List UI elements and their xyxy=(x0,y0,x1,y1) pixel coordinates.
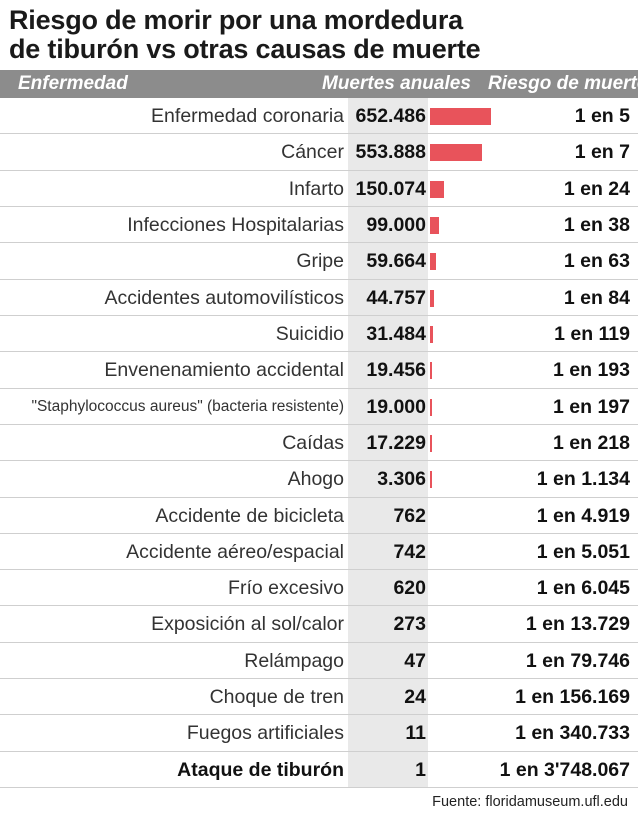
risk-label: 1 en 197 xyxy=(553,395,630,418)
risk-label: 1 en 156.169 xyxy=(515,686,630,709)
table-row: Cáncer 553.888 1 en 7 xyxy=(0,134,638,171)
table-row: Gripe 59.664 1 en 63 xyxy=(0,243,638,280)
chart-title-line-2: de tiburón vs otras causas de muerte xyxy=(9,34,481,64)
deaths-bar xyxy=(430,108,491,125)
values-column-shade xyxy=(348,98,428,788)
category-label: Exposición al sol/calor xyxy=(151,613,344,636)
table-row: Accidente aéreo/espacial 742 1 en 5.051 xyxy=(0,534,638,571)
deaths-value-label: 99.000 xyxy=(366,213,426,236)
deaths-bar xyxy=(430,398,432,416)
category-label: "Staphylococcus aureus" (bacteria resist… xyxy=(31,397,344,415)
table-row: Accidente de bicicleta 762 1 en 4.919 xyxy=(0,498,638,534)
risk-label: 1 en 5.051 xyxy=(536,540,630,563)
deaths-value-label: 273 xyxy=(393,613,426,636)
table-row: Choque de tren 24 1 en 156.169 xyxy=(0,679,638,716)
deaths-bar xyxy=(430,434,432,452)
deaths-bar xyxy=(430,144,482,162)
risk-label: 1 en 7 xyxy=(574,141,630,164)
category-label: Envenenamiento accidental xyxy=(104,359,344,382)
deaths-bar xyxy=(430,289,435,307)
table-row: Infarto 150.074 1 en 24 xyxy=(0,171,638,207)
category-label: Cáncer xyxy=(281,141,344,164)
deaths-bar xyxy=(430,325,433,343)
table-row: Accidentes automovilísticos 44.757 1 en 84 xyxy=(0,280,638,316)
risk-label: 1 en 4.919 xyxy=(536,504,630,527)
table-row: Fuegos artificiales 11 1 en 340.733 xyxy=(0,715,638,752)
category-label: Suicidio xyxy=(275,322,344,345)
table-row: "Staphylococcus aureus" (bacteria resist… xyxy=(0,389,638,425)
risk-label: 1 en 63 xyxy=(563,250,630,273)
deaths-value-label: 19.000 xyxy=(366,395,426,418)
deaths-value-label: 150.074 xyxy=(355,177,427,200)
risk-label: 1 en 38 xyxy=(563,213,630,236)
risk-label: 1 en 5 xyxy=(574,105,630,127)
category-label: Infarto xyxy=(288,177,344,200)
deaths-value-label: 31.484 xyxy=(366,322,426,345)
category-label: Frío excesivo xyxy=(228,577,344,600)
chart-title: Riesgo de morir por una mordedura de tib… xyxy=(9,6,629,64)
source-note: Fuente: floridamuseum.ufl.edu xyxy=(432,794,628,810)
risk-label: 1 en 340.733 xyxy=(515,722,630,745)
risk-label: 1 en 13.729 xyxy=(525,613,630,636)
category-label: Ataque de tiburón xyxy=(177,758,344,781)
table-row: Caídas 17.229 1 en 218 xyxy=(0,425,638,462)
deaths-bar xyxy=(430,180,445,198)
deaths-value-label: 762 xyxy=(393,504,426,527)
category-label: Caídas xyxy=(282,431,344,454)
table-row: Frío excesivo 620 1 en 6.045 xyxy=(0,570,638,607)
table-row: Enfermedad coronaria 652.486 1 en 5 xyxy=(0,98,638,135)
risk-label: 1 en 84 xyxy=(563,286,630,309)
category-label: Fuegos artificiales xyxy=(186,722,344,745)
deaths-bar xyxy=(430,471,432,489)
header-enfermedad: Enfermedad xyxy=(18,73,128,94)
category-label: Accidentes automovilísticos xyxy=(104,286,344,309)
risk-label: 1 en 218 xyxy=(553,431,630,454)
deaths-bar xyxy=(430,362,432,380)
deaths-value-label: 652.486 xyxy=(355,105,427,127)
deaths-value-label: 19.456 xyxy=(366,359,426,382)
table-header: Enfermedad Muertes anuales Riesgo de mue… xyxy=(0,70,638,98)
category-label: Choque de tren xyxy=(209,686,344,709)
category-label: Ahogo xyxy=(287,468,344,491)
header-muertes-anuales: Muertes anuales xyxy=(322,73,471,94)
category-label: Infecciones Hospitalarias xyxy=(127,213,344,236)
table-row: Ataque de tiburón 1 1 en 3'748.067 xyxy=(0,752,638,789)
category-label: Accidente de bicicleta xyxy=(155,504,344,527)
category-label: Enfermedad coronaria xyxy=(151,105,344,127)
deaths-value-label: 3.306 xyxy=(377,468,426,491)
category-label: Gripe xyxy=(296,250,344,273)
category-label: Relámpago xyxy=(244,649,344,672)
table-row: Suicidio 31.484 1 en 119 xyxy=(0,316,638,353)
deaths-value-label: 1 xyxy=(415,758,426,781)
chart-title-line-1: Riesgo de morir por una mordedura xyxy=(9,5,463,35)
risk-label: 1 en 6.045 xyxy=(536,577,630,600)
deaths-value-label: 24 xyxy=(404,686,426,709)
deaths-bar xyxy=(430,253,436,271)
category-label: Accidente aéreo/espacial xyxy=(126,540,344,563)
deaths-value-label: 59.664 xyxy=(366,250,426,273)
table-row: Exposición al sol/calor 273 1 en 13.729 xyxy=(0,606,638,643)
risk-label: 1 en 79.746 xyxy=(525,649,630,672)
risk-label: 1 en 119 xyxy=(554,322,630,345)
deaths-value-label: 553.888 xyxy=(355,141,427,164)
deaths-bar xyxy=(430,216,440,234)
deaths-value-label: 11 xyxy=(405,722,426,745)
table-row: Relámpago 47 1 en 79.746 xyxy=(0,643,638,680)
table-row: Infecciones Hospitalarias 99.000 1 en 38 xyxy=(0,207,638,244)
table-row: Ahogo 3.306 1 en 1.134 xyxy=(0,461,638,498)
deaths-value-label: 47 xyxy=(404,649,426,672)
risk-label: 1 en 24 xyxy=(563,177,630,200)
risk-label: 1 en 1.134 xyxy=(536,468,630,491)
deaths-value-label: 44.757 xyxy=(366,286,426,309)
deaths-value-label: 742 xyxy=(393,540,426,563)
deaths-value-label: 17.229 xyxy=(366,431,426,454)
table-row: Envenenamiento accidental 19.456 1 en 193 xyxy=(0,352,638,389)
risk-label: 1 en 193 xyxy=(553,359,630,382)
deaths-value-label: 620 xyxy=(393,577,426,600)
risk-label: 1 en 3'748.067 xyxy=(499,758,630,781)
header-riesgo-de-muerte: Riesgo de muerte xyxy=(488,73,638,94)
